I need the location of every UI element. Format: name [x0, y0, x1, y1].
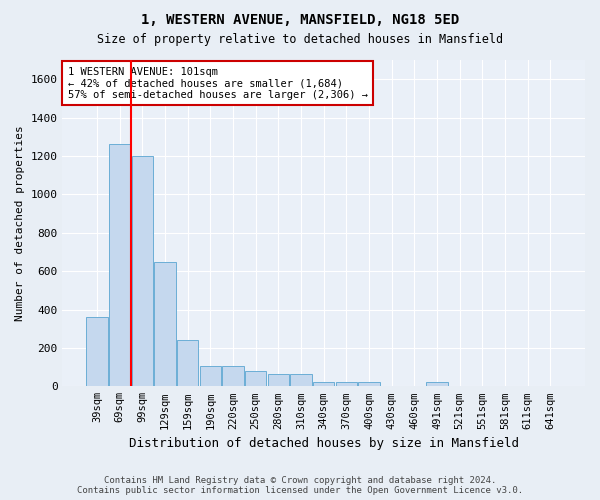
Bar — [109, 144, 130, 386]
Bar — [154, 262, 176, 386]
Bar — [222, 366, 244, 386]
Bar — [335, 382, 357, 386]
Text: Contains HM Land Registry data © Crown copyright and database right 2024.
Contai: Contains HM Land Registry data © Crown c… — [77, 476, 523, 495]
Bar — [427, 382, 448, 386]
Bar — [245, 371, 266, 386]
Bar — [131, 156, 153, 386]
Bar — [290, 374, 312, 386]
Bar — [268, 374, 289, 386]
Bar — [86, 317, 108, 386]
Bar — [200, 366, 221, 386]
Text: 1 WESTERN AVENUE: 101sqm
← 42% of detached houses are smaller (1,684)
57% of sem: 1 WESTERN AVENUE: 101sqm ← 42% of detach… — [68, 66, 368, 100]
Bar — [177, 340, 199, 386]
Bar — [358, 382, 380, 386]
X-axis label: Distribution of detached houses by size in Mansfield: Distribution of detached houses by size … — [129, 437, 519, 450]
Y-axis label: Number of detached properties: Number of detached properties — [15, 126, 25, 321]
Text: Size of property relative to detached houses in Mansfield: Size of property relative to detached ho… — [97, 32, 503, 46]
Text: 1, WESTERN AVENUE, MANSFIELD, NG18 5ED: 1, WESTERN AVENUE, MANSFIELD, NG18 5ED — [141, 12, 459, 26]
Bar — [313, 382, 334, 386]
